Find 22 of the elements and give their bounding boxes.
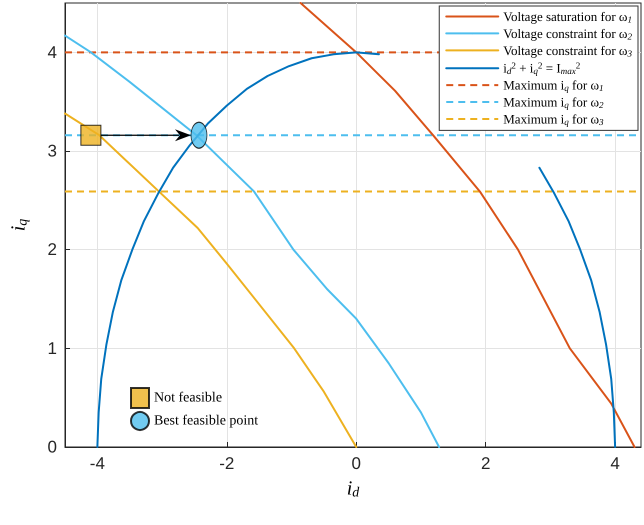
line-series: [300, 2, 636, 448]
y-axis-title: iq: [8, 218, 30, 232]
line-series: [64, 34, 440, 448]
legend-label: Voltage constraint for ω2: [503, 26, 632, 42]
legend-label: Maximum iq for ω1: [503, 78, 604, 94]
legend-label: Not feasible: [154, 390, 222, 406]
x-tick-label: -4: [90, 454, 105, 473]
y-tick-label: 3: [48, 142, 57, 160]
x-tick-label: 0: [352, 454, 361, 473]
x-tick-label: -2: [219, 454, 234, 473]
y-tick-label: 0: [48, 438, 57, 456]
y-tick-label: 1: [48, 338, 57, 358]
y-tick-label: 2: [48, 240, 57, 260]
x-tick-label: 2: [480, 454, 490, 473]
legend-label: Voltage constraint for ω3: [503, 42, 632, 58]
legend-label: Maximum iq for ω2: [503, 94, 604, 110]
legend-label: Maximum iq for ω3: [503, 111, 604, 127]
y-tick-label: 4: [48, 42, 57, 62]
text: id2 + iq2 = Imax2: [503, 60, 580, 76]
legend-label: Best feasible point: [154, 414, 258, 428]
x-tick-label: 4: [610, 454, 620, 473]
legend-label: Voltage saturation for ω1: [503, 9, 632, 24]
